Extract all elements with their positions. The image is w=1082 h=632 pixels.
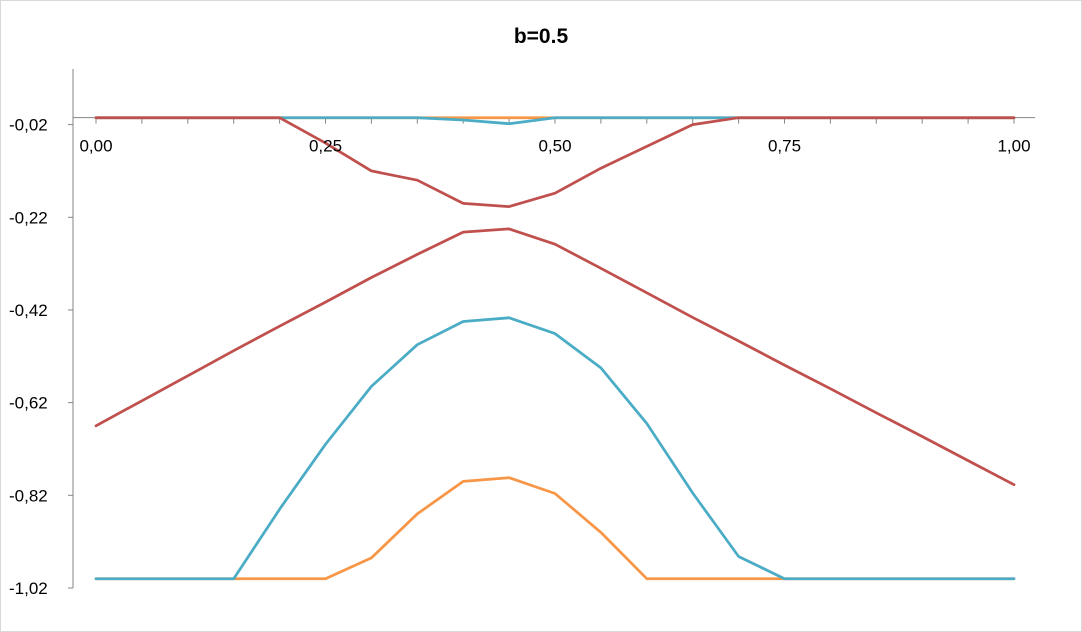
series-line-1 [94, 476, 1016, 581]
series-line-5 [94, 227, 1016, 487]
y-tick-label: -1,02 [9, 579, 48, 598]
x-tick-label: 0,00 [79, 137, 112, 156]
y-tick-label: -0,82 [9, 486, 48, 505]
y-tick-label: -0,42 [9, 301, 48, 320]
chart-title: b=0.5 [513, 25, 569, 48]
y-tick-label: -0,22 [9, 208, 48, 227]
x-tick-label: 0,50 [538, 137, 571, 156]
y-tick-label: -0,62 [9, 394, 48, 413]
x-tick-label: 0,75 [768, 137, 801, 156]
series-line-3 [94, 316, 1016, 581]
x-tick-label: 0,25 [309, 137, 342, 156]
x-tick-label: 1,00 [997, 137, 1030, 156]
y-tick-label: -0,02 [9, 116, 48, 135]
series-line-6 [94, 116, 1016, 208]
